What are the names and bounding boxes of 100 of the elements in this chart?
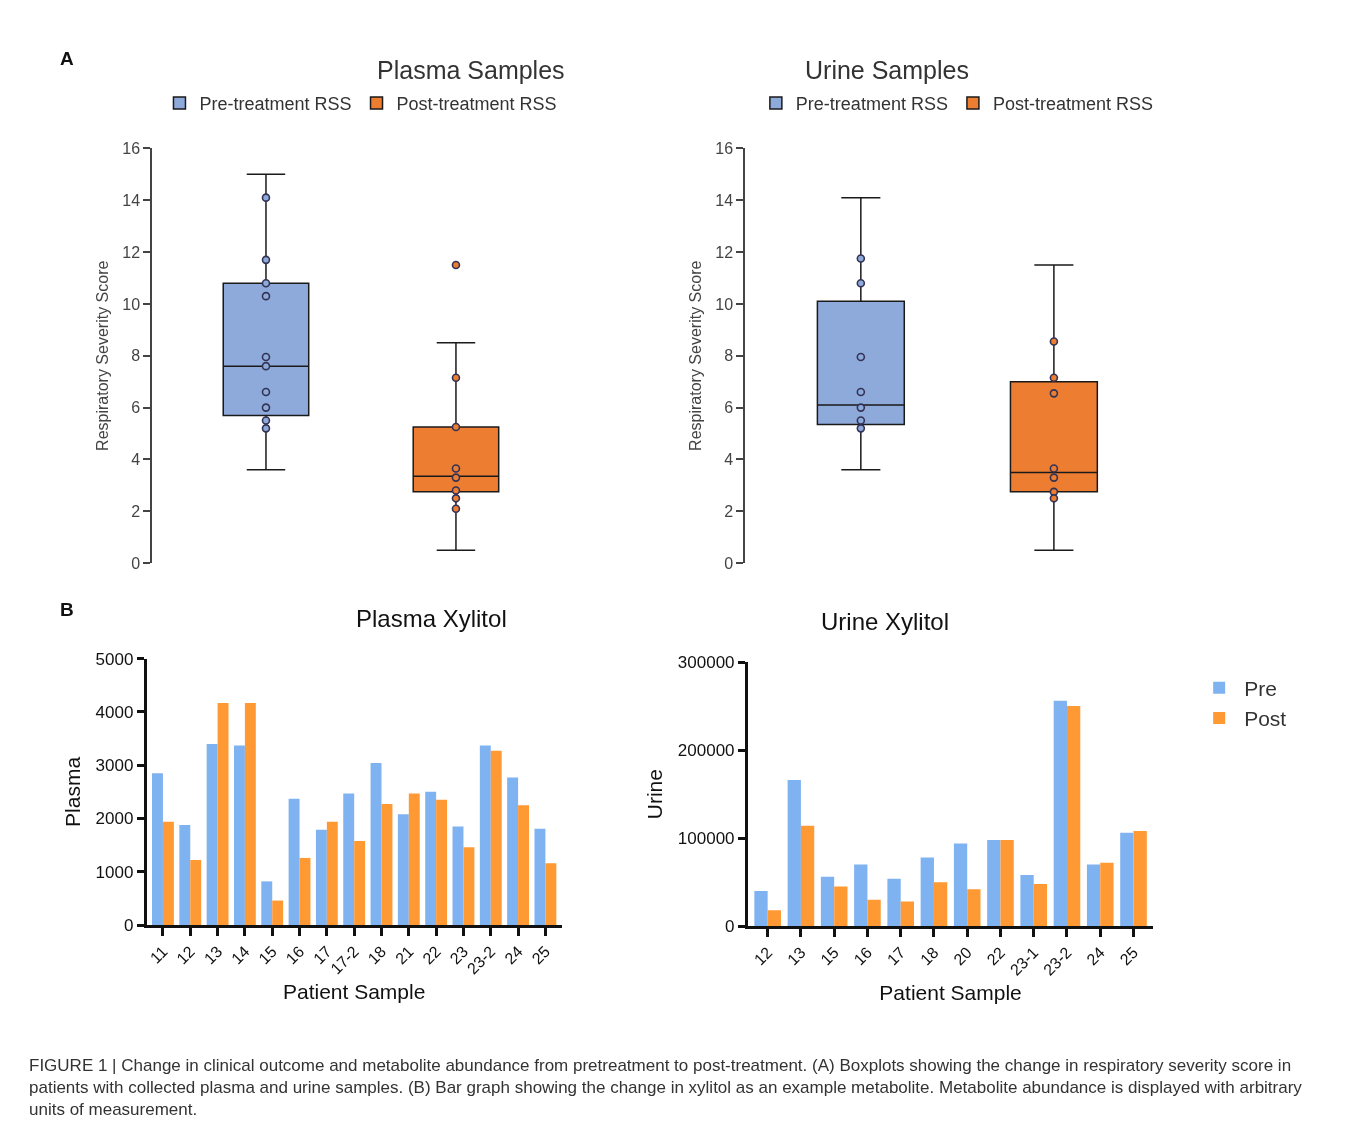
- y-tick-label: 5000: [95, 649, 134, 669]
- bar: [933, 882, 948, 927]
- y-axis-title: Respiratory Severity Score: [686, 260, 704, 451]
- chart-title: Plasma Samples: [377, 56, 565, 84]
- y-tick-label: 0: [123, 916, 134, 936]
- bar: [244, 702, 256, 926]
- x-tick-label: 25: [1116, 943, 1142, 969]
- y-tick-label: 0: [725, 917, 735, 937]
- bar: [206, 743, 218, 926]
- x-tick-label: 14: [228, 942, 253, 968]
- bar: [261, 881, 273, 926]
- legend-label: Pre: [1244, 677, 1277, 700]
- x-tick-label: 24: [501, 942, 526, 968]
- bar: [1100, 862, 1114, 927]
- y-tick-label: 8: [724, 347, 734, 365]
- bar: [490, 750, 502, 926]
- bar: [463, 847, 475, 926]
- bar: [1000, 839, 1014, 927]
- bar: [299, 857, 311, 926]
- y-tick-label: 14: [715, 191, 734, 209]
- x-axis-title: Patient Sample: [282, 979, 426, 1003]
- y-tick-label: 16: [715, 139, 734, 157]
- x-tick-label: 13: [784, 943, 809, 969]
- bar: [152, 773, 163, 926]
- chart-title: Urine Xylitol: [821, 608, 950, 635]
- y-tick-label: 4: [724, 451, 734, 469]
- bar: [288, 798, 300, 926]
- y-tick-label: 2: [131, 502, 141, 520]
- bar: [381, 804, 393, 926]
- bar: [370, 763, 382, 926]
- x-tick-label: 16: [282, 942, 308, 968]
- legend-label: Post-treatment RSS: [992, 94, 1153, 115]
- bar: [887, 878, 901, 927]
- bar: [479, 745, 491, 926]
- bar: [767, 910, 781, 927]
- bar: [343, 793, 355, 926]
- bar: [179, 824, 191, 926]
- x-tick-label: 21: [391, 942, 417, 968]
- x-tick-label: 22: [419, 942, 444, 968]
- x-tick-label: 17: [883, 943, 909, 969]
- legend-label: Post-treatment RSS: [396, 94, 557, 115]
- bar: [800, 825, 815, 927]
- y-tick-label: 14: [122, 191, 141, 209]
- bar: [272, 900, 284, 926]
- bar: [425, 791, 437, 926]
- bar: [920, 857, 934, 927]
- bar: [1033, 883, 1048, 927]
- bar: [900, 901, 914, 927]
- x-tick-label: 15: [817, 943, 843, 969]
- bar: [452, 826, 464, 926]
- y-axis-title: Plasma: [60, 756, 84, 827]
- bar: [834, 886, 848, 927]
- y-tick-label: 10: [715, 295, 734, 313]
- bar: [354, 840, 366, 926]
- y-tick-label: 12: [715, 243, 734, 261]
- x-tick-label: 22: [983, 943, 1009, 969]
- x-tick-label: 18: [364, 942, 390, 968]
- bar: [507, 777, 519, 926]
- bar: [397, 814, 409, 926]
- bar: [953, 843, 968, 927]
- bar: [854, 864, 868, 927]
- y-tick-label: 300000: [677, 652, 735, 672]
- bar: [217, 702, 229, 926]
- y-tick-label: 4: [131, 451, 141, 469]
- y-tick-label: 12: [122, 243, 141, 261]
- bar: [233, 745, 245, 926]
- y-tick-label: 16: [122, 139, 141, 157]
- x-axis-title: Patient Sample: [879, 980, 1022, 1004]
- y-tick-label: 2000: [95, 809, 134, 829]
- bar: [534, 828, 546, 926]
- y-tick-label: 1000: [95, 862, 134, 882]
- y-axis-title: Urine: [642, 769, 666, 820]
- bar: [162, 821, 174, 926]
- y-tick-label: 6: [724, 399, 734, 417]
- x-tick-label: 16: [850, 943, 876, 969]
- x-tick-label: 15: [255, 942, 281, 968]
- bar: [436, 799, 448, 926]
- y-tick-label: 8: [131, 347, 141, 365]
- bar: [408, 793, 420, 926]
- y-axis-title: Respiratory Severity Score: [93, 260, 111, 451]
- y-tick-label: 10: [122, 295, 141, 313]
- legend-label: Pre-treatment RSS: [795, 94, 948, 115]
- bar: [1066, 706, 1081, 927]
- x-tick-label: 12: [173, 942, 199, 968]
- x-tick-label: 11: [146, 942, 171, 967]
- y-tick-label: 0: [131, 554, 141, 572]
- x-tick-label: 25: [528, 942, 554, 968]
- text: A: [60, 48, 74, 69]
- x-tick-label: 18: [917, 943, 942, 969]
- y-tick-label: 2: [724, 502, 734, 520]
- legend-label: Post: [1244, 707, 1287, 731]
- y-tick-label: 4000: [95, 702, 134, 722]
- bar: [1133, 831, 1147, 927]
- bar: [820, 876, 835, 927]
- y-tick-label: 3000: [95, 756, 134, 776]
- bar: [1086, 864, 1101, 927]
- y-tick-label: 100000: [677, 829, 735, 849]
- bar: [326, 821, 338, 926]
- caption: FIGURE 1 | Change in clinical outcome and metabolite abundance from pretreatment to post-treatment. (A) Boxplots showing the change in respiratory severity score in patients with collected plasma and urine samples. (B) Bar graph showing the change in xylitol as an example metabolite. Metabolite abundance is displayed with arbitrary units of measurement.: [29, 1056, 1303, 1120]
- bar: [518, 805, 530, 926]
